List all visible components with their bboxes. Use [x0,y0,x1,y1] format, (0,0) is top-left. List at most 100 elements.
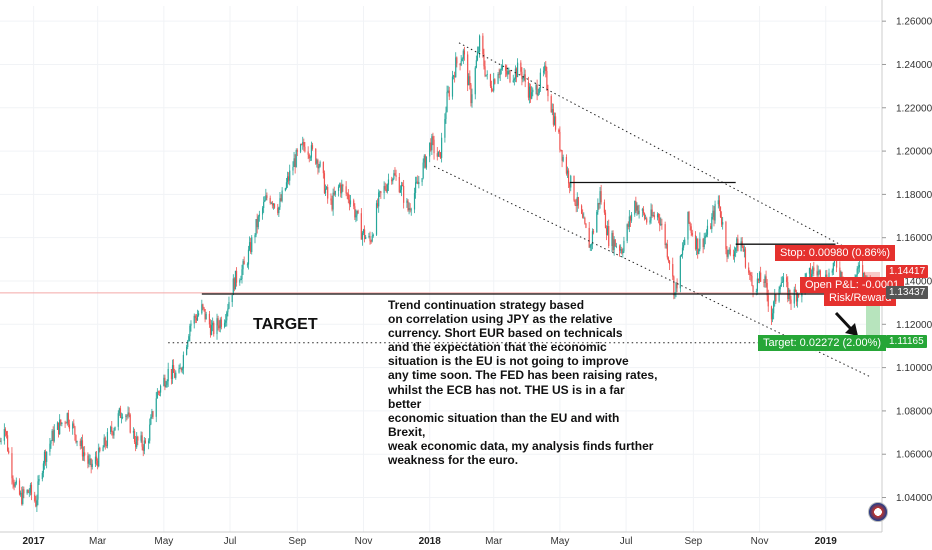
candle-body [421,178,423,183]
candle-body [789,289,791,300]
candle-body [163,377,165,386]
candle-body [219,319,221,329]
candle-body [448,90,450,97]
candle-body [744,249,747,268]
candle-body [285,182,288,189]
candle-body [596,211,598,233]
candle-body [57,422,60,435]
candle-body [272,203,275,206]
candle-body [551,109,553,113]
candle-body [598,203,600,205]
candle-body [5,431,8,436]
candle-body [543,70,545,73]
candle-body [203,307,205,310]
candle-body [371,235,373,242]
candle-body [690,226,692,233]
candle-body [618,246,621,251]
candle-body [152,411,154,417]
x-tick-label: 2017 [23,536,46,547]
candle-body [509,70,511,82]
candle-body [441,137,443,158]
y-tick-label: 1.14000 [896,276,932,287]
candle-body [597,203,599,212]
candle-body [531,92,533,99]
candle-body [554,116,557,130]
candle-body [410,209,412,211]
candle-body [157,391,160,393]
price-tag: 1.14417 [886,264,929,278]
y-tick-label: 1.10000 [896,363,932,374]
candle-body [15,480,17,484]
candle-body [808,267,811,274]
candle-body [189,325,191,337]
candle-body [702,238,704,247]
candle-body [307,151,309,155]
candle-body [687,211,689,240]
stop-label: Stop: 0.00980 (0.86%) [775,245,896,261]
candle-body [683,245,685,248]
candle-body [479,35,481,52]
candle-body [651,209,653,216]
candle-body [281,190,283,201]
candle-body [474,67,476,95]
candle-body [370,241,372,243]
candle-body [858,265,860,268]
candle-body [196,315,199,321]
candle-body [56,422,59,430]
candle-body [752,285,754,292]
candle-body [235,270,238,283]
candle-body [840,271,842,278]
candle-body [562,157,564,161]
candle-body [400,185,403,190]
target-label: TARGET [253,316,318,333]
candle-body [129,414,131,433]
candle-body [365,236,367,239]
candle-body [331,200,333,210]
candle-body [158,392,161,393]
candle-body [863,272,865,279]
candle-body [775,294,777,302]
candle-body [233,278,235,290]
candle-body [634,201,636,215]
candle-body [30,484,33,495]
candle-body [310,145,313,158]
candle-body [574,200,576,205]
candle-body [722,222,724,225]
candle-body [250,242,252,252]
candle-body [742,246,744,252]
candle-body [322,161,324,174]
candle-body [714,204,716,221]
candle-body [149,424,151,441]
candle-body [14,483,16,487]
x-axis: 2017 Mar May Jul Sep Nov 2018 Mar May Jul Sep Nov 20… [0,531,882,547]
candle-body [773,301,775,314]
candle-body [498,74,500,75]
candle-body [468,76,470,86]
candle-body [181,368,183,371]
candle-body [433,139,435,154]
candle-body [796,293,799,302]
candle-body [736,238,738,248]
candle-body [89,458,91,460]
candle-body [765,276,767,283]
candle-body [52,430,54,442]
candle-body [218,325,220,329]
candle-body [750,275,752,276]
candle-body [760,272,762,282]
us-flag-icon[interactable] [868,502,888,522]
x-tick-label: Jul [224,536,237,547]
candle-body [180,367,182,371]
candle-body [561,150,563,161]
candle-body [401,185,404,186]
candle-body [20,492,22,495]
candle-body [660,223,662,226]
candle-body [269,197,271,204]
candle-body [780,282,782,287]
candle-body [782,277,785,283]
candle-body [812,267,814,274]
candle-body [622,251,624,254]
candle-body [255,219,257,236]
candle-body [136,436,138,448]
candle-body [95,456,98,461]
candle-body [34,494,36,501]
